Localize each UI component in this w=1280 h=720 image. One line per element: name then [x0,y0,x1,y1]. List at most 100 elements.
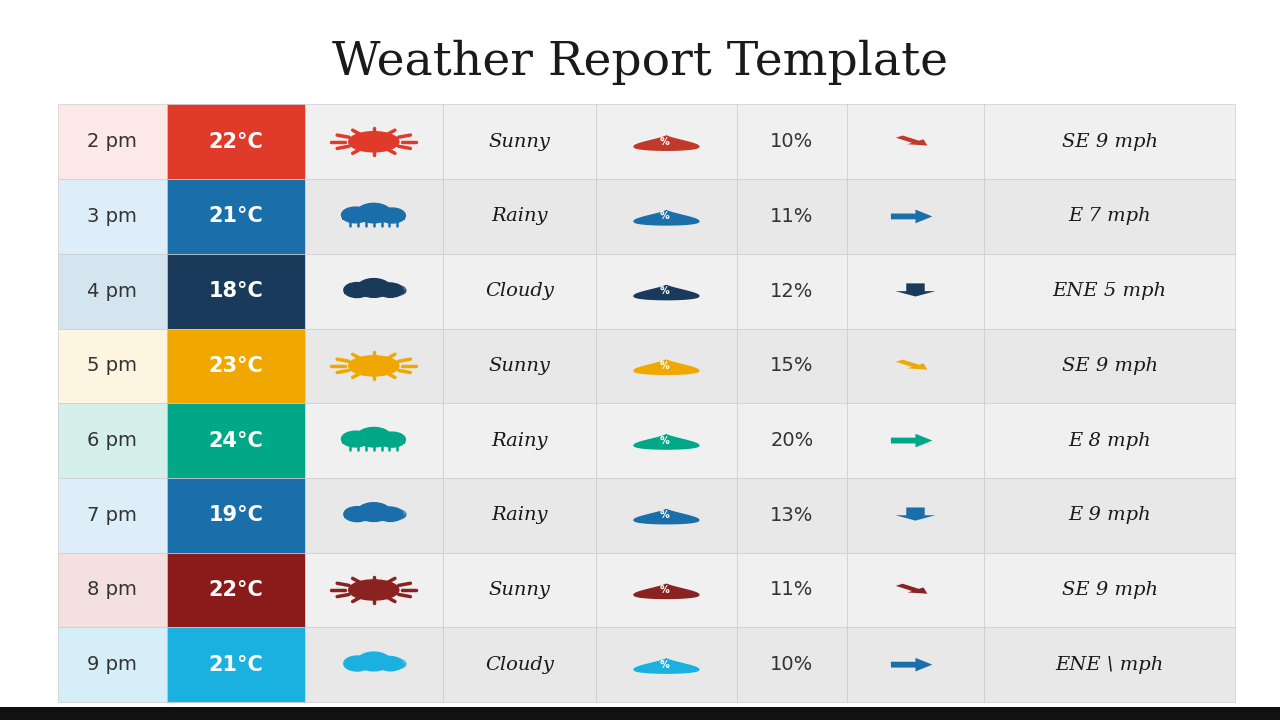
Polygon shape [891,210,932,223]
FancyBboxPatch shape [984,478,1235,553]
FancyBboxPatch shape [168,403,305,478]
Circle shape [367,659,387,670]
Polygon shape [634,509,699,523]
Circle shape [342,431,370,447]
Ellipse shape [348,356,399,376]
Text: 8 pm: 8 pm [87,580,137,600]
Circle shape [379,432,406,447]
FancyBboxPatch shape [305,179,443,254]
Polygon shape [896,584,928,594]
Text: 12%: 12% [771,282,814,301]
FancyBboxPatch shape [984,104,1235,179]
Polygon shape [634,210,699,225]
Text: 3 pm: 3 pm [87,207,137,226]
FancyBboxPatch shape [168,627,305,702]
FancyBboxPatch shape [344,663,403,667]
Text: Rainy: Rainy [492,207,548,225]
Text: E 7 mph: E 7 mph [1069,207,1151,225]
Circle shape [367,509,387,520]
FancyBboxPatch shape [737,328,846,403]
FancyBboxPatch shape [737,627,846,702]
Text: 23°C: 23°C [209,356,264,376]
Text: 18°C: 18°C [209,281,264,301]
Text: 13%: 13% [771,505,814,525]
FancyBboxPatch shape [846,104,984,179]
FancyBboxPatch shape [984,254,1235,328]
FancyBboxPatch shape [168,254,305,328]
Circle shape [379,208,406,223]
FancyBboxPatch shape [305,627,443,702]
FancyBboxPatch shape [595,553,737,627]
Ellipse shape [348,132,399,152]
FancyBboxPatch shape [344,513,403,518]
FancyBboxPatch shape [305,403,443,478]
Text: 20%: 20% [771,431,814,450]
Text: SE 9 mph: SE 9 mph [1062,132,1158,150]
Text: SE 9 mph: SE 9 mph [1062,357,1158,375]
FancyBboxPatch shape [846,627,984,702]
Circle shape [344,656,370,671]
Text: 7 pm: 7 pm [87,505,137,525]
Text: Rainy: Rainy [492,431,548,449]
Text: ENE \ mph: ENE \ mph [1056,656,1164,674]
FancyBboxPatch shape [984,328,1235,403]
Polygon shape [896,359,928,369]
Circle shape [388,659,406,669]
Text: 2 pm: 2 pm [87,132,137,151]
FancyBboxPatch shape [846,179,984,254]
FancyBboxPatch shape [305,254,443,328]
FancyBboxPatch shape [369,514,406,517]
FancyBboxPatch shape [595,403,737,478]
FancyBboxPatch shape [737,403,846,478]
FancyBboxPatch shape [443,627,595,702]
Circle shape [378,283,403,297]
FancyBboxPatch shape [595,328,737,403]
Text: 6 pm: 6 pm [87,431,137,450]
FancyBboxPatch shape [168,104,305,179]
Text: 4 pm: 4 pm [87,282,137,301]
FancyBboxPatch shape [168,478,305,553]
Text: 19°C: 19°C [209,505,264,526]
Circle shape [356,428,392,447]
FancyBboxPatch shape [984,627,1235,702]
Text: 10%: 10% [771,132,814,151]
Text: 11%: 11% [771,207,814,226]
Text: E 8 mph: E 8 mph [1069,431,1151,449]
Circle shape [357,652,390,671]
FancyBboxPatch shape [58,254,168,328]
Text: Sunny: Sunny [488,581,550,599]
Circle shape [344,507,370,521]
Circle shape [375,507,398,520]
Polygon shape [634,135,699,150]
FancyBboxPatch shape [0,707,1280,720]
Circle shape [342,207,370,222]
Polygon shape [634,434,699,449]
Polygon shape [634,285,699,300]
Polygon shape [896,284,936,297]
Circle shape [378,507,403,521]
FancyBboxPatch shape [443,104,595,179]
FancyBboxPatch shape [443,328,595,403]
Ellipse shape [348,580,399,600]
FancyBboxPatch shape [168,328,305,403]
FancyBboxPatch shape [58,478,168,553]
FancyBboxPatch shape [595,104,737,179]
Circle shape [357,279,390,297]
FancyBboxPatch shape [846,254,984,328]
FancyBboxPatch shape [342,215,406,220]
FancyBboxPatch shape [846,553,984,627]
FancyBboxPatch shape [305,478,443,553]
Text: %: % [659,137,669,147]
FancyBboxPatch shape [737,478,846,553]
FancyBboxPatch shape [443,553,595,627]
Polygon shape [896,135,928,145]
FancyBboxPatch shape [737,104,846,179]
FancyBboxPatch shape [595,179,737,254]
FancyBboxPatch shape [984,553,1235,627]
FancyBboxPatch shape [58,104,168,179]
FancyBboxPatch shape [344,289,403,294]
Polygon shape [634,584,699,598]
FancyBboxPatch shape [443,254,595,328]
Text: 5 pm: 5 pm [87,356,137,375]
FancyBboxPatch shape [737,553,846,627]
